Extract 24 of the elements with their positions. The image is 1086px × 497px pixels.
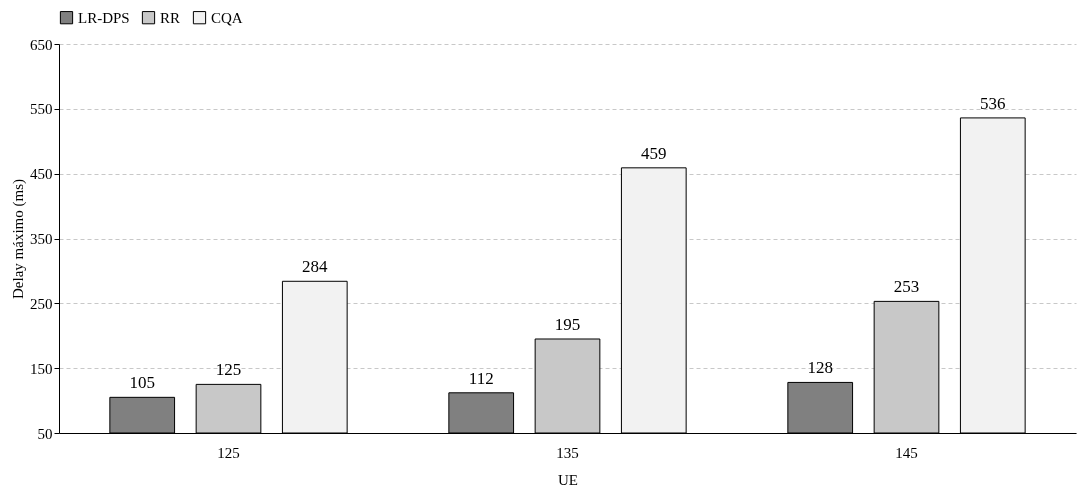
- data-label: 284: [302, 257, 329, 277]
- y-tick-label: 350: [30, 231, 53, 247]
- x-tick-label: 145: [895, 444, 918, 461]
- x-axis-title: UE: [558, 471, 578, 488]
- y-tick-label: 50: [37, 425, 53, 442]
- legend-label: CQA: [211, 9, 243, 26]
- x-tick-label: 135: [556, 444, 579, 461]
- y-tick-label: 450: [30, 166, 53, 183]
- data-label: 125: [215, 360, 242, 380]
- data-label: 128: [807, 358, 833, 378]
- data-label: 112: [468, 368, 494, 388]
- data-label: 536: [980, 93, 1006, 113]
- data-label: 105: [129, 373, 155, 393]
- y-tick-label: 150: [30, 360, 53, 377]
- data-label: 253: [893, 277, 920, 297]
- legend-label: LR-DPS: [78, 9, 130, 26]
- y-tick-label: 250: [30, 295, 53, 312]
- y-tick-label: 650: [30, 36, 53, 53]
- x-tick-label: 125: [217, 444, 240, 461]
- y-axis-title: Delay máximo (ms): [10, 179, 27, 299]
- data-label: 195: [554, 314, 581, 334]
- legend-label: RR: [160, 9, 181, 26]
- data-label: 459: [641, 143, 667, 163]
- y-tick-label: 550: [30, 101, 53, 118]
